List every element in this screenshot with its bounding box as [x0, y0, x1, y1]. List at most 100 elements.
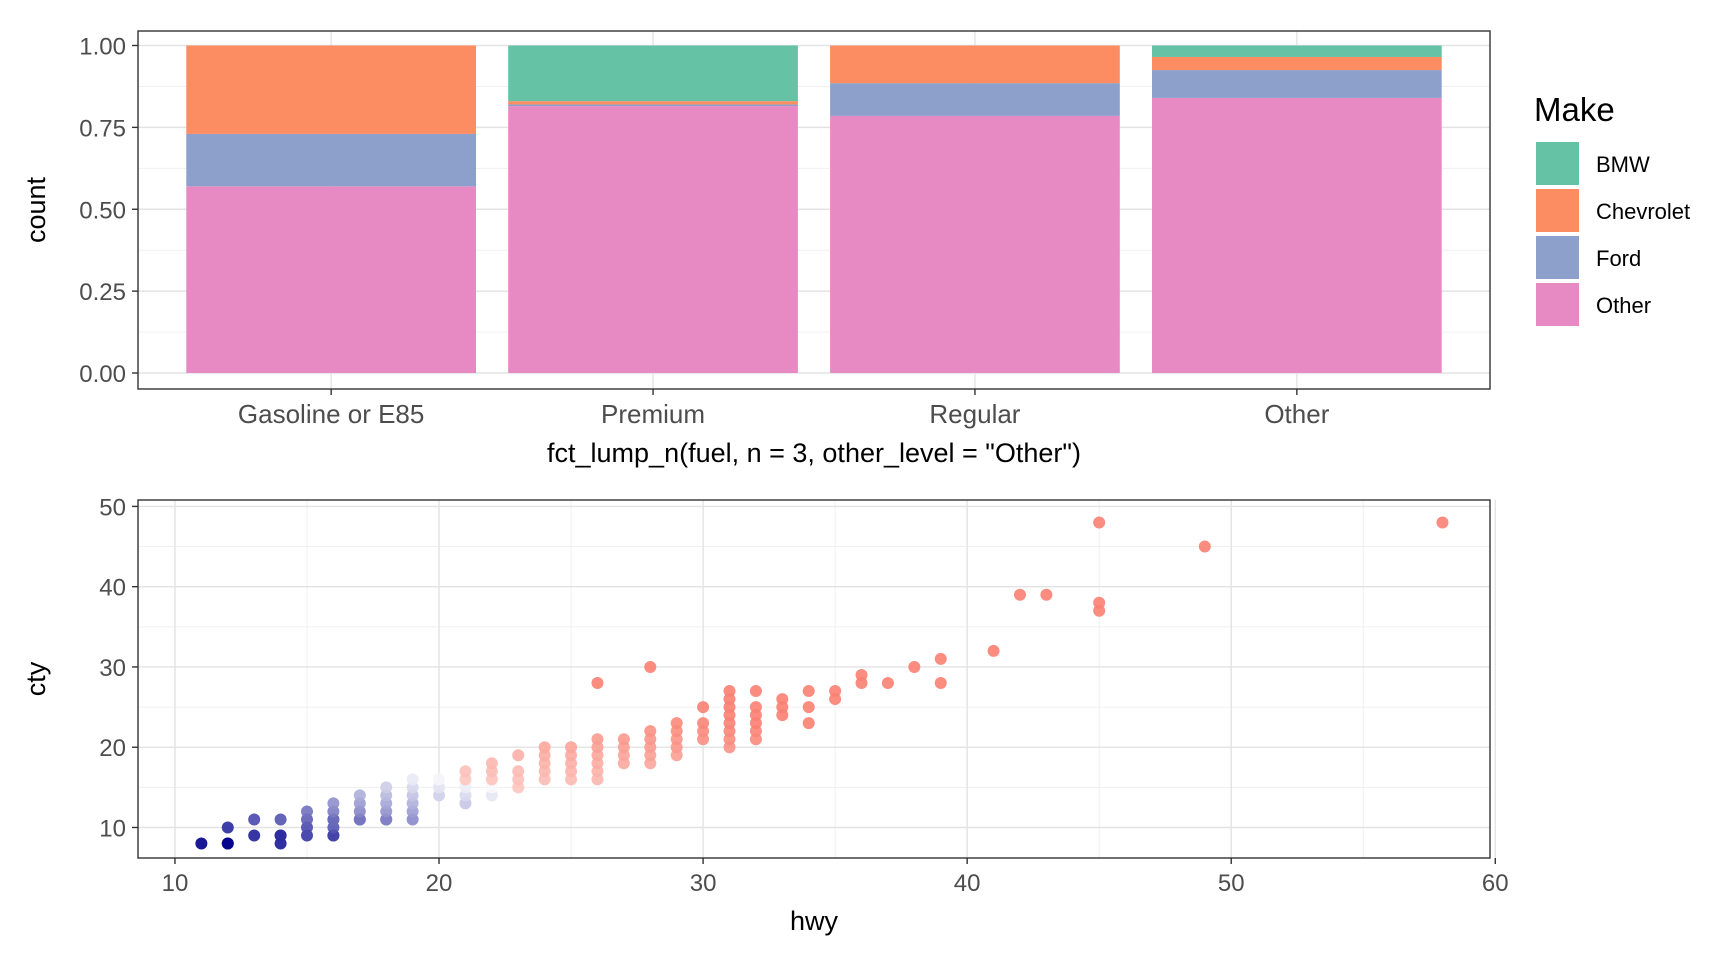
bar-segment-other-2	[508, 106, 798, 374]
scatter-point	[591, 677, 604, 690]
bar-x-axis-title: fct_lump_n(fuel, n = 3, other_level = "O…	[547, 438, 1081, 468]
scatter-point	[802, 701, 815, 714]
scatter-point	[459, 765, 472, 778]
scatter-point	[934, 652, 947, 665]
bar-segment-chevrolet-1	[186, 45, 477, 134]
bar-segment-ford-4	[1152, 70, 1442, 98]
scatter-plot-background	[138, 500, 1490, 858]
scatter-point	[1436, 516, 1449, 529]
bar-y-tick-label: 1.00	[79, 34, 126, 61]
bar-x-axis: Gasoline or E85 Premium Regular Other	[238, 389, 1330, 429]
scatter-point	[881, 677, 894, 690]
bar-x-tick-label: Other	[1264, 399, 1329, 429]
legend-label-bmw: BMW	[1596, 152, 1650, 177]
legend-swatch-other	[1536, 283, 1579, 326]
scatter-point	[485, 757, 498, 770]
scatter-y-axis-title: cty	[21, 661, 51, 696]
bar-segment-other-3	[830, 115, 1120, 373]
scatter-point	[1040, 588, 1053, 601]
bar-segment-other-4	[1152, 97, 1442, 374]
scatter-y-tick-label: 10	[99, 815, 126, 842]
scatter-point	[617, 733, 630, 746]
bar-x-tick-label: Premium	[601, 399, 705, 429]
scatter-point	[353, 789, 366, 802]
scatter-y-tick-label: 20	[99, 735, 126, 762]
legend: Make BMW Chevrolet Ford Other	[1534, 91, 1690, 326]
scatter-y-tick-label: 50	[99, 494, 126, 521]
scatter-point	[1093, 596, 1106, 609]
scatter-point	[749, 685, 762, 698]
scatter-point	[221, 837, 234, 850]
scatter-point	[406, 773, 419, 786]
scatter-x-tick-label: 30	[690, 870, 717, 897]
bar-y-axis-title: count	[21, 176, 51, 243]
scatter-plot-border	[137, 499, 1491, 859]
scatter-point	[301, 805, 313, 818]
scatter-point	[327, 797, 340, 810]
scatter-x-tick-label: 20	[426, 870, 453, 897]
bar-chart-panel: 0.00 0.25 0.50 0.75 1.00 Gasoline or E85 Prem…	[21, 30, 1491, 468]
bar-x-tick-label: Gasoline or E85	[238, 399, 424, 429]
scatter-point	[538, 741, 551, 754]
scatter-x-tick-label: 40	[954, 870, 981, 897]
legend-label-other: Other	[1596, 293, 1651, 318]
legend-swatch-ford	[1536, 236, 1579, 279]
scatter-point	[248, 813, 261, 826]
scatter-x-tick-label: 50	[1218, 870, 1245, 897]
legend-label-chevrolet: Chevrolet	[1596, 199, 1690, 224]
legend-items: BMW Chevrolet Ford Other	[1536, 142, 1690, 326]
bar-segment-ford-3	[830, 83, 1120, 116]
bar-segment-chevrolet-4	[1152, 56, 1442, 71]
scatter-point	[670, 717, 683, 730]
scatter-point	[934, 677, 947, 690]
scatter-point	[697, 717, 710, 730]
scatter-point	[1013, 588, 1026, 601]
scatter-point	[644, 660, 657, 673]
scatter-gridlines	[138, 500, 1496, 858]
scatter-point	[855, 668, 868, 681]
bar-y-tick-label: 0.25	[79, 279, 126, 306]
scatter-point	[829, 685, 842, 698]
scatter-point	[512, 765, 525, 778]
scatter-point	[749, 701, 762, 714]
bar-segment-other-1	[186, 186, 477, 373]
bar-y-tick-label: 0.00	[79, 361, 126, 388]
scatter-point	[380, 781, 393, 794]
bar-segment-bmw-4	[1152, 45, 1442, 57]
bar-marks	[186, 45, 1442, 374]
scatter-point	[512, 749, 525, 762]
bar-x-tick-label: Regular	[929, 399, 1020, 429]
scatter-point	[987, 644, 1000, 657]
bar-y-tick-label: 0.50	[79, 197, 126, 224]
scatter-point	[802, 685, 815, 698]
scatter-y-axis: 10 20 30 40 50	[99, 494, 138, 842]
scatter-point	[274, 829, 287, 842]
scatter-point	[1198, 540, 1211, 553]
scatter-point	[697, 701, 710, 714]
legend-label-ford: Ford	[1596, 246, 1641, 271]
scatter-y-tick-label: 30	[99, 655, 126, 682]
scatter-x-axis: 10 20 30 40 50 60	[162, 858, 1509, 897]
scatter-points	[195, 516, 1449, 850]
scatter-point	[248, 829, 261, 842]
bar-segment-ford-1	[186, 133, 477, 187]
bar-segment-chevrolet-2	[508, 101, 798, 105]
scatter-point	[776, 693, 789, 706]
scatter-point	[591, 733, 604, 746]
scatter-point	[802, 717, 815, 730]
scatter-point	[565, 741, 578, 754]
legend-swatch-bmw	[1536, 142, 1579, 185]
scatter-point	[723, 685, 736, 698]
bar-y-axis: 0.00 0.25 0.50 0.75 1.00	[79, 34, 138, 388]
scatter-point	[195, 837, 208, 850]
bar-segment-ford-2	[508, 104, 798, 107]
scatter-chart-panel: 10 20 30 40 50 10 20 30 40 50 60 cty hwy	[21, 494, 1509, 936]
scatter-point	[644, 725, 657, 738]
scatter-point	[433, 773, 446, 786]
scatter-y-tick-label: 40	[99, 575, 126, 602]
scatter-point	[1093, 516, 1106, 529]
scatter-x-tick-label: 60	[1482, 870, 1509, 897]
legend-swatch-chevrolet	[1536, 189, 1579, 232]
